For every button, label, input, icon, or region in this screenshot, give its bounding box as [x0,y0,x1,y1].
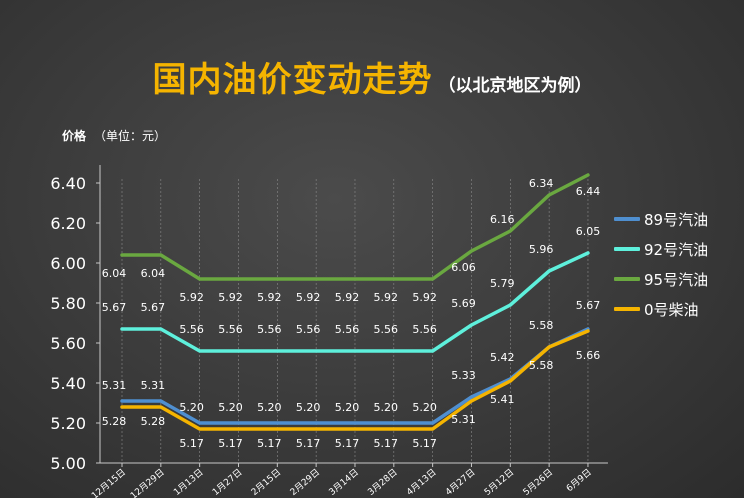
data-label: 5.20 [179,401,204,414]
x-tick-label: 4月27日 [443,467,477,498]
y-tick-label: 5.20 [50,414,86,433]
y-tick-label: 5.40 [50,374,86,393]
data-label: 5.20 [335,401,360,414]
x-tick-label: 1月27日 [210,467,244,498]
data-label: 5.92 [335,291,360,304]
legend-item-diesel: 0号柴油 [614,294,708,324]
x-tick-label: 3月14日 [327,467,361,498]
data-label: 5.20 [218,401,243,414]
data-label: 5.56 [257,323,282,336]
data-label: 5.92 [374,291,399,304]
legend-item-95: 95号汽油 [614,264,708,294]
x-tick-label: 12月15日 [90,467,128,498]
legend-label-95: 95号汽油 [644,270,709,289]
series-line [120,173,590,281]
legend-swatch-89 [614,217,640,221]
data-label: 5.41 [490,393,515,406]
legend-swatch-95 [614,277,640,281]
x-tick-label: 6月9日 [564,467,594,494]
data-label: 5.58 [529,319,554,332]
data-label: 5.92 [218,291,243,304]
data-label: 5.17 [412,437,437,450]
chart-title-block: 国内油价变动走势 （以北京地区为例） [0,52,744,101]
data-label: 5.92 [412,291,437,304]
data-label: 5.56 [374,323,399,336]
y-axis-label: 价格 （单位：元） [62,127,166,144]
y-axis-label-main: 价格 [62,129,87,143]
legend-item-92: 92号汽油 [614,234,708,264]
data-label: 5.17 [296,437,321,450]
data-label: 5.17 [179,437,204,450]
data-label: 5.17 [374,437,399,450]
data-label: 5.92 [296,291,321,304]
data-label: 6.06 [451,261,476,274]
y-tick-label: 5.80 [50,294,86,313]
data-label: 5.17 [218,437,243,450]
legend-label-92: 92号汽油 [644,240,709,259]
y-tick-label: 6.40 [50,174,86,193]
chart-subtitle: （以北京地区为例） [438,76,592,96]
series-line [120,329,590,431]
data-label: 5.79 [490,277,515,290]
legend-swatch-diesel [614,307,640,311]
data-label: 6.04 [102,267,127,280]
x-tick-label: 3月28日 [366,467,400,498]
data-label: 6.05 [576,225,601,238]
legend-swatch-92 [614,247,640,251]
x-tick-label: 4月13日 [405,467,439,498]
data-label: 6.44 [576,185,601,198]
x-tick-label: 12月29日 [128,467,166,498]
data-label: 5.66 [576,349,601,362]
data-label: 5.42 [490,351,515,364]
legend-label-diesel: 0号柴油 [644,300,699,319]
x-tick-label: 5月12日 [482,467,516,498]
data-label: 5.31 [102,379,127,392]
data-label: 5.28 [102,415,127,428]
y-axis-label-unit: （单位：元） [94,129,167,143]
data-label: 5.67 [141,301,166,314]
data-label: 5.56 [296,323,321,336]
data-label: 5.69 [451,297,476,310]
data-label: 5.92 [257,291,282,304]
data-label: 5.56 [179,323,204,336]
chart-title: 国内油价变动走势 [152,60,433,100]
x-tick-label: 2月29日 [288,467,322,498]
x-tick-label: 5月26日 [521,467,555,498]
y-tick-label: 6.00 [50,254,86,273]
data-label: 5.56 [412,323,437,336]
data-label: 5.31 [451,413,476,426]
data-label: 5.31 [141,379,166,392]
data-label: 5.20 [374,401,399,414]
x-tick-label: 2月15日 [249,467,283,498]
x-tick-label: 1月13日 [172,467,206,498]
series-line [120,251,590,353]
data-label: 5.92 [179,291,204,304]
data-label: 6.04 [141,267,166,280]
data-label: 5.28 [141,415,166,428]
data-label: 6.16 [490,213,515,226]
y-tick-label: 6.20 [50,214,86,233]
legend: 89号汽油 92号汽油 95号汽油 0号柴油 [614,204,708,324]
data-label: 5.20 [257,401,282,414]
data-label: 5.33 [451,369,476,382]
data-label: 5.96 [529,243,554,256]
data-label: 6.34 [529,177,554,190]
y-tick-label: 5.00 [50,454,86,473]
data-label: 5.58 [529,359,554,372]
data-label: 5.67 [576,299,601,312]
legend-label-89: 89号汽油 [644,210,709,229]
legend-item-89: 89号汽油 [614,204,708,234]
data-label: 5.20 [296,401,321,414]
data-label: 5.56 [335,323,360,336]
data-label: 5.17 [257,437,282,450]
data-label: 5.17 [335,437,360,450]
data-label: 5.20 [412,401,437,414]
data-label: 5.56 [218,323,243,336]
y-tick-label: 5.60 [50,334,86,353]
data-label: 5.67 [102,301,127,314]
